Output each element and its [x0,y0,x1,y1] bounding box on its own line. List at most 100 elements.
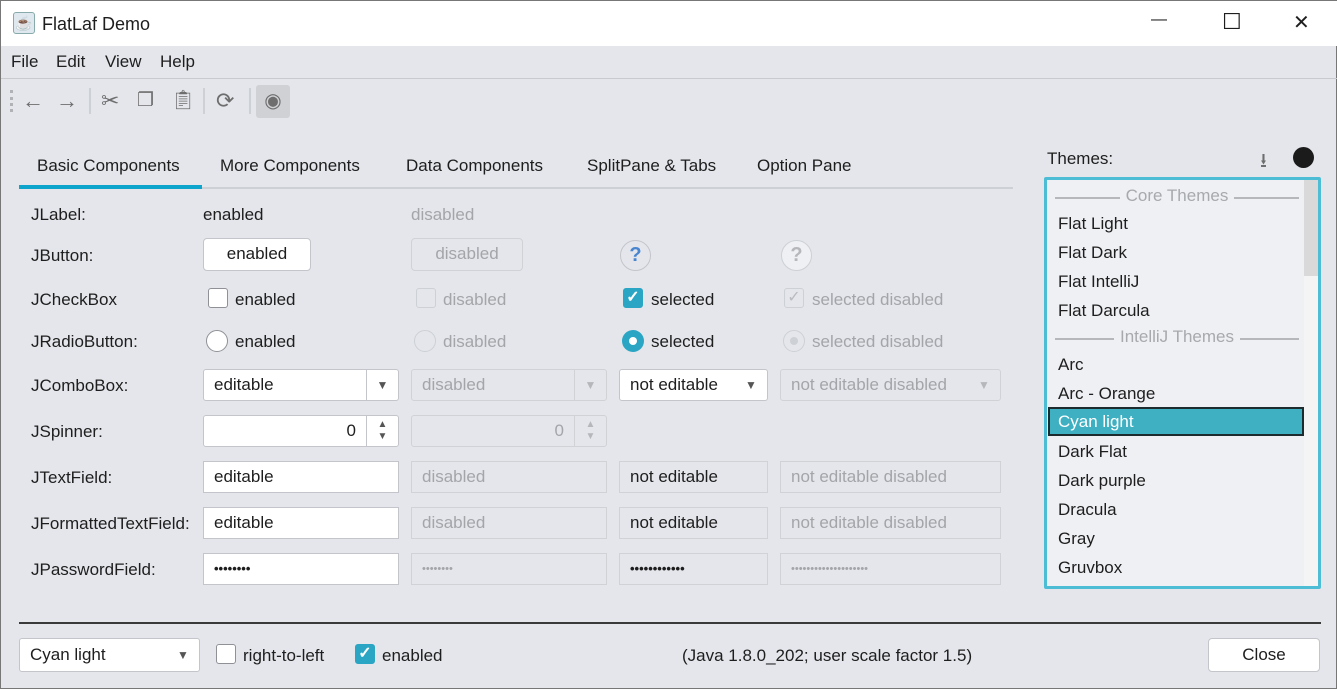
formatted-not-editable-disabled[interactable]: not editable disabled [780,507,1001,539]
close-button[interactable]: Close [1208,638,1320,672]
minimize-button[interactable]: — [1151,11,1167,28]
theme-item[interactable]: Arc - Orange [1058,384,1156,403]
radio-selected-disabled-text: selected disabled [812,332,944,351]
paste-icon[interactable]: 📋︎ [171,90,196,111]
tab-data-components[interactable]: Data Components [406,156,544,175]
spinner-disabled[interactable]: 0 ▲ ▼ [411,415,607,447]
themes-scrollbar-thumb[interactable] [1304,180,1318,276]
theme-item[interactable]: Gray [1058,529,1095,548]
window-title: FlatLaf Demo [42,14,151,34]
theme-combo[interactable]: Cyan light ▼ [19,638,200,672]
themes-list[interactable] [1044,177,1321,589]
textfield-not-editable[interactable]: not editable [619,461,768,493]
textfield-disabled[interactable]: disabled [411,461,607,493]
chevron-down-icon[interactable]: ▼ [366,370,398,400]
textfield-editable[interactable]: editable [203,461,399,493]
theme-item[interactable]: Flat Darcula [1058,301,1150,320]
theme-item[interactable]: Arc [1058,355,1084,374]
copy-icon[interactable]: ❐ [137,90,155,111]
menu-file[interactable]: File [11,52,39,71]
theme-item-selected[interactable]: Cyan light [1048,407,1304,436]
help-icon: ? [790,244,803,266]
chevron-down-icon[interactable]: ▼ [177,648,189,662]
maximize-button[interactable]: ☐ [1222,9,1242,34]
password-not-editable[interactable]: •••••••••••• [619,553,768,585]
themes-label: Themes: [1047,149,1114,168]
theme-item[interactable]: Flat IntelliJ [1058,272,1140,291]
theme-item[interactable]: Dracula [1058,500,1117,519]
password-editable[interactable]: •••••••• [203,553,399,585]
jbutton-label: JButton: [31,246,94,265]
combo-disabled[interactable]: disabled ▼ [411,369,607,401]
refresh-icon[interactable]: ⟳ [216,88,235,113]
bottom-separator [19,622,1321,624]
spinner-value: 0 [346,421,356,440]
theme-item-label: Cyan light [1058,412,1134,431]
spinner-arrows-icon: ▲ ▼ [574,416,606,446]
help-button-disabled[interactable]: ? [781,240,812,271]
help-button[interactable]: ? [620,240,651,271]
menu-divider [1,78,1337,79]
chevron-down-icon: ▼ [978,378,990,392]
eye-toggle-button[interactable]: ◉ [256,85,290,118]
formatted-not-editable[interactable]: not editable [619,507,768,539]
label-enabled: enabled [203,205,264,224]
combo-not-editable-disabled[interactable]: not editable disabled ▼ [780,369,1001,401]
selected-tab-indicator [19,185,202,189]
menu-edit[interactable]: Edit [56,52,86,71]
theme-item[interactable]: Flat Light [1058,214,1128,233]
title-bar: ☕ FlatLaf Demo — ☐ ✕ [1,1,1337,46]
enabled-label: enabled [382,646,443,665]
checkbox-selected-disabled[interactable]: ✓ [784,288,804,308]
theme-item[interactable]: Dark purple [1058,471,1146,490]
formatted-disabled[interactable]: disabled [411,507,607,539]
radio-selected-disabled[interactable] [783,330,805,352]
menu-help[interactable]: Help [160,52,195,71]
toolbar-grip[interactable] [10,90,13,112]
jspinner-label: JSpinner: [31,422,103,441]
formatted-editable[interactable]: editable [203,507,399,539]
tab-option-pane[interactable]: Option Pane [757,156,852,175]
theme-item[interactable]: Gruvbox [1058,558,1123,577]
tab-basic-components[interactable]: Basic Components [37,156,180,175]
github-icon[interactable] [1293,147,1314,168]
tab-more-components[interactable]: More Components [220,156,360,175]
checkbox-selected[interactable]: ✓ [623,288,643,308]
menu-view[interactable]: View [105,52,142,71]
password-disabled[interactable]: •••••••• [411,553,607,585]
enabled-checkbox[interactable]: ✓ [355,644,375,664]
chevron-down-icon[interactable]: ▼ [745,378,757,392]
java-info: (Java 1.8.0_202; user scale factor 1.5) [682,646,973,665]
themes-scrollbar[interactable] [1304,180,1318,586]
forward-arrow-icon[interactable]: → [56,88,78,113]
spinner-disabled-value: 0 [554,421,564,440]
theme-item[interactable]: Dark Flat [1058,442,1127,461]
close-window-button[interactable]: ✕ [1293,12,1310,34]
chevron-down-icon: ▼ [574,370,606,400]
jcheckbox-label: JCheckBox [31,290,117,309]
radio-disabled[interactable] [414,330,436,352]
download-icon[interactable]: ⭳ [1260,150,1267,172]
radio-selected[interactable] [622,330,644,352]
enabled-button[interactable]: enabled [203,238,311,271]
theme-combo-value: Cyan light [30,645,106,664]
back-arrow-icon[interactable]: ← [22,88,44,113]
theme-item[interactable]: Flat Dark [1058,243,1127,262]
checkbox-disabled[interactable] [416,288,436,308]
rtl-checkbox[interactable] [216,644,236,664]
checkbox-enabled[interactable] [208,288,228,308]
spinner-arrows-icon[interactable]: ▲ ▼ [366,416,398,446]
disabled-button[interactable]: disabled [411,238,523,271]
jformatted-label: JFormattedTextField: [31,514,190,533]
password-not-editable-disabled[interactable]: •••••••••••••••••••• [780,553,1001,585]
textfield-not-editable-disabled[interactable]: not editable disabled [780,461,1001,493]
jlabel-label: JLabel: [31,205,86,224]
combo-not-editable[interactable]: not editable ▼ [619,369,768,401]
radio-enabled[interactable] [206,330,228,352]
java-app-icon: ☕ [13,12,35,34]
cut-icon[interactable]: ✂ [101,88,120,113]
tab-splitpane-tabs[interactable]: SplitPane & Tabs [587,156,717,175]
combo-editable[interactable]: editable ▼ [203,369,399,401]
toolbar-separator [203,88,205,114]
spinner-enabled[interactable]: 0 ▲ ▼ [203,415,399,447]
